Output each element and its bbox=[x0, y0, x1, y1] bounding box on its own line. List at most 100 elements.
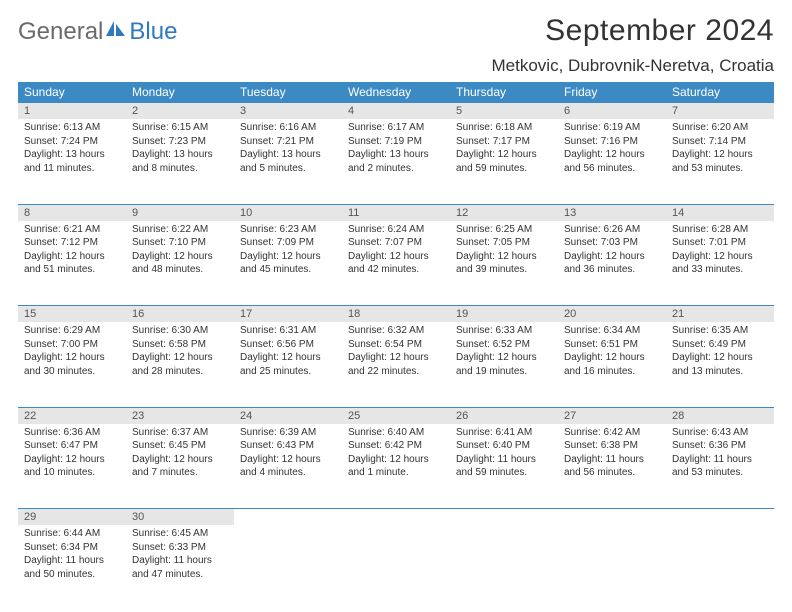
sunset-line: Sunset: 7:17 PM bbox=[456, 135, 552, 149]
sunset-line: Sunset: 7:10 PM bbox=[132, 236, 228, 250]
daylight-line: Daylight: 12 hours and 45 minutes. bbox=[240, 250, 336, 277]
day-number-cell: 16 bbox=[126, 306, 234, 323]
sunrise-line: Sunrise: 6:31 AM bbox=[240, 324, 336, 338]
daylight-line: Daylight: 12 hours and 7 minutes. bbox=[132, 453, 228, 480]
sunrise-line: Sunrise: 6:42 AM bbox=[564, 426, 660, 440]
day-cell: Sunrise: 6:34 AMSunset: 6:51 PMDaylight:… bbox=[558, 322, 666, 407]
day-number-cell: 15 bbox=[18, 306, 126, 323]
day-cell: Sunrise: 6:19 AMSunset: 7:16 PMDaylight:… bbox=[558, 119, 666, 204]
day-content-row: Sunrise: 6:21 AMSunset: 7:12 PMDaylight:… bbox=[18, 221, 774, 306]
day-number-cell: 6 bbox=[558, 103, 666, 120]
sunset-line: Sunset: 6:54 PM bbox=[348, 338, 444, 352]
daylight-line: Daylight: 11 hours and 50 minutes. bbox=[24, 554, 120, 581]
day-cell: Sunrise: 6:32 AMSunset: 6:54 PMDaylight:… bbox=[342, 322, 450, 407]
sunset-line: Sunset: 7:09 PM bbox=[240, 236, 336, 250]
sunset-line: Sunset: 6:52 PM bbox=[456, 338, 552, 352]
weekday-header: Saturday bbox=[666, 82, 774, 103]
daylight-line: Daylight: 11 hours and 47 minutes. bbox=[132, 554, 228, 581]
sunset-line: Sunset: 7:00 PM bbox=[24, 338, 120, 352]
sunset-line: Sunset: 7:14 PM bbox=[672, 135, 768, 149]
sunrise-line: Sunrise: 6:28 AM bbox=[672, 223, 768, 237]
day-cell: Sunrise: 6:44 AMSunset: 6:34 PMDaylight:… bbox=[18, 525, 126, 610]
daylight-line: Daylight: 12 hours and 13 minutes. bbox=[672, 351, 768, 378]
day-number-cell: 29 bbox=[18, 509, 126, 526]
day-number-cell: 24 bbox=[234, 407, 342, 424]
day-content: Sunrise: 6:30 AMSunset: 6:58 PMDaylight:… bbox=[126, 322, 234, 384]
day-content: Sunrise: 6:35 AMSunset: 6:49 PMDaylight:… bbox=[666, 322, 774, 384]
sunset-line: Sunset: 7:16 PM bbox=[564, 135, 660, 149]
brand-part2: Blue bbox=[129, 18, 177, 46]
day-number-cell: 1 bbox=[18, 103, 126, 120]
sunrise-line: Sunrise: 6:25 AM bbox=[456, 223, 552, 237]
day-cell: Sunrise: 6:18 AMSunset: 7:17 PMDaylight:… bbox=[450, 119, 558, 204]
sunset-line: Sunset: 6:47 PM bbox=[24, 439, 120, 453]
day-number-cell: 25 bbox=[342, 407, 450, 424]
sunset-line: Sunset: 7:07 PM bbox=[348, 236, 444, 250]
weekday-header: Friday bbox=[558, 82, 666, 103]
daylight-line: Daylight: 11 hours and 53 minutes. bbox=[672, 453, 768, 480]
sunrise-line: Sunrise: 6:34 AM bbox=[564, 324, 660, 338]
day-number-cell: 28 bbox=[666, 407, 774, 424]
day-number-cell: 3 bbox=[234, 103, 342, 120]
day-content: Sunrise: 6:34 AMSunset: 6:51 PMDaylight:… bbox=[558, 322, 666, 384]
daylight-line: Daylight: 11 hours and 56 minutes. bbox=[564, 453, 660, 480]
day-content: Sunrise: 6:23 AMSunset: 7:09 PMDaylight:… bbox=[234, 221, 342, 283]
daynum-row: 15161718192021 bbox=[18, 306, 774, 323]
sunset-line: Sunset: 6:33 PM bbox=[132, 541, 228, 555]
day-content: Sunrise: 6:43 AMSunset: 6:36 PMDaylight:… bbox=[666, 424, 774, 486]
day-cell: Sunrise: 6:15 AMSunset: 7:23 PMDaylight:… bbox=[126, 119, 234, 204]
daynum-row: 891011121314 bbox=[18, 204, 774, 221]
sunrise-line: Sunrise: 6:32 AM bbox=[348, 324, 444, 338]
day-number-cell bbox=[558, 509, 666, 526]
day-cell: Sunrise: 6:13 AMSunset: 7:24 PMDaylight:… bbox=[18, 119, 126, 204]
day-cell: Sunrise: 6:21 AMSunset: 7:12 PMDaylight:… bbox=[18, 221, 126, 306]
daylight-line: Daylight: 12 hours and 1 minute. bbox=[348, 453, 444, 480]
day-cell: Sunrise: 6:42 AMSunset: 6:38 PMDaylight:… bbox=[558, 424, 666, 509]
daylight-line: Daylight: 13 hours and 2 minutes. bbox=[348, 148, 444, 175]
day-cell: Sunrise: 6:26 AMSunset: 7:03 PMDaylight:… bbox=[558, 221, 666, 306]
day-cell: Sunrise: 6:23 AMSunset: 7:09 PMDaylight:… bbox=[234, 221, 342, 306]
sunset-line: Sunset: 6:43 PM bbox=[240, 439, 336, 453]
day-number-cell: 17 bbox=[234, 306, 342, 323]
day-content: Sunrise: 6:15 AMSunset: 7:23 PMDaylight:… bbox=[126, 119, 234, 181]
sunset-line: Sunset: 6:40 PM bbox=[456, 439, 552, 453]
day-cell bbox=[342, 525, 450, 610]
sunset-line: Sunset: 6:38 PM bbox=[564, 439, 660, 453]
sunrise-line: Sunrise: 6:26 AM bbox=[564, 223, 660, 237]
day-cell bbox=[666, 525, 774, 610]
day-number-cell bbox=[450, 509, 558, 526]
day-number-cell: 10 bbox=[234, 204, 342, 221]
day-number-cell bbox=[666, 509, 774, 526]
day-cell: Sunrise: 6:24 AMSunset: 7:07 PMDaylight:… bbox=[342, 221, 450, 306]
daylight-line: Daylight: 12 hours and 30 minutes. bbox=[24, 351, 120, 378]
sunset-line: Sunset: 6:51 PM bbox=[564, 338, 660, 352]
day-content: Sunrise: 6:25 AMSunset: 7:05 PMDaylight:… bbox=[450, 221, 558, 283]
sunrise-line: Sunrise: 6:39 AM bbox=[240, 426, 336, 440]
day-number-cell: 30 bbox=[126, 509, 234, 526]
day-cell: Sunrise: 6:29 AMSunset: 7:00 PMDaylight:… bbox=[18, 322, 126, 407]
day-content: Sunrise: 6:42 AMSunset: 6:38 PMDaylight:… bbox=[558, 424, 666, 486]
sunrise-line: Sunrise: 6:40 AM bbox=[348, 426, 444, 440]
day-content-row: Sunrise: 6:13 AMSunset: 7:24 PMDaylight:… bbox=[18, 119, 774, 204]
day-content: Sunrise: 6:40 AMSunset: 6:42 PMDaylight:… bbox=[342, 424, 450, 486]
day-number-cell: 27 bbox=[558, 407, 666, 424]
brand-logo: General Blue bbox=[18, 18, 177, 46]
daylight-line: Daylight: 12 hours and 16 minutes. bbox=[564, 351, 660, 378]
day-cell: Sunrise: 6:35 AMSunset: 6:49 PMDaylight:… bbox=[666, 322, 774, 407]
day-content: Sunrise: 6:16 AMSunset: 7:21 PMDaylight:… bbox=[234, 119, 342, 181]
weekday-header: Monday bbox=[126, 82, 234, 103]
sunset-line: Sunset: 7:23 PM bbox=[132, 135, 228, 149]
sunrise-line: Sunrise: 6:21 AM bbox=[24, 223, 120, 237]
day-cell: Sunrise: 6:37 AMSunset: 6:45 PMDaylight:… bbox=[126, 424, 234, 509]
sunset-line: Sunset: 6:56 PM bbox=[240, 338, 336, 352]
day-number-cell: 7 bbox=[666, 103, 774, 120]
day-number-cell: 22 bbox=[18, 407, 126, 424]
day-content: Sunrise: 6:20 AMSunset: 7:14 PMDaylight:… bbox=[666, 119, 774, 181]
day-number-cell: 18 bbox=[342, 306, 450, 323]
daylight-line: Daylight: 12 hours and 56 minutes. bbox=[564, 148, 660, 175]
day-cell: Sunrise: 6:40 AMSunset: 6:42 PMDaylight:… bbox=[342, 424, 450, 509]
sunrise-line: Sunrise: 6:22 AM bbox=[132, 223, 228, 237]
daylight-line: Daylight: 12 hours and 4 minutes. bbox=[240, 453, 336, 480]
daylight-line: Daylight: 11 hours and 59 minutes. bbox=[456, 453, 552, 480]
daylight-line: Daylight: 13 hours and 5 minutes. bbox=[240, 148, 336, 175]
